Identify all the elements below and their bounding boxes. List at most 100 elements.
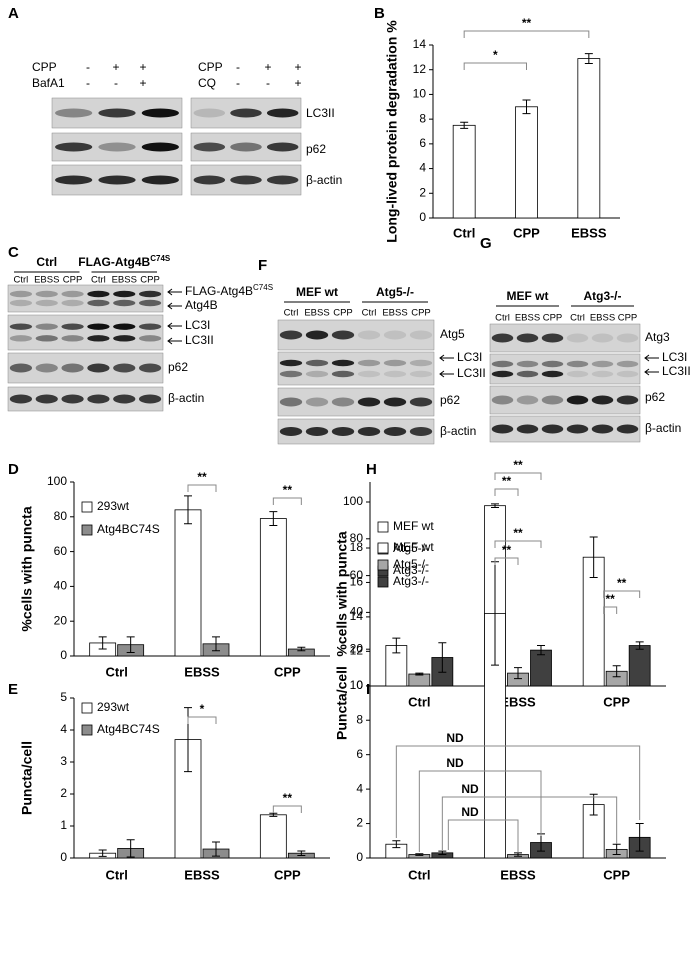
error-bar [269,511,278,526]
bracket [187,716,217,724]
blot-band [383,370,407,378]
band-label-text: p62 [168,360,188,374]
panel-label: F [258,257,267,274]
blot-band [35,335,58,342]
legend-swatch [377,542,389,554]
error-bar [438,850,447,856]
bracket [187,484,217,492]
blot-band [266,142,299,152]
blot-band [138,335,162,342]
blot-band [491,424,514,434]
annotation: ** [283,483,293,497]
blot-band [491,395,514,405]
lane-label: Ctrl [362,308,377,319]
blot-band [266,175,299,185]
blot-band [113,299,136,307]
blot-band [566,333,589,343]
y-axis-label: %cells with puncta [19,506,35,631]
legend-label: Atg4BC74S [97,722,160,736]
blot-band [61,394,84,404]
blot-band [279,370,303,378]
blot-band [409,427,433,436]
y-axis-label: %cells with puncta [334,531,350,656]
blot-band [516,370,539,378]
y-tick-label: 0 [60,850,67,864]
arrow [439,370,454,378]
blot-band [357,359,381,367]
annotation: ND [446,756,464,770]
blot-band [591,370,614,378]
group-header: MEF wt [507,289,549,303]
error-bar [589,536,598,578]
blot-band [516,333,539,343]
blot-band [9,290,33,298]
y-tick-label: 80 [350,531,364,545]
blot-band [591,395,614,405]
legend-label: Atg3-/- [393,563,429,577]
blot-band [331,397,355,407]
error-bar [297,646,306,652]
treatment-mark: - [266,76,270,90]
bar [452,124,476,219]
blot-band [9,335,33,342]
x-tick-label: EBSS [184,867,220,882]
group-header-sup: C74S [150,254,171,263]
blot-band [230,108,262,118]
y-tick-label: 14 [350,609,364,623]
legend-label: 293wt [97,700,130,714]
bar [408,673,431,687]
error-bar [392,637,401,654]
treatment-name: CPP [32,60,57,74]
treatment-mark: + [294,60,301,74]
bar [259,814,287,859]
blot-band [409,359,433,367]
y-tick-label: 2 [356,816,363,830]
lane-label: Ctrl [14,275,29,286]
y-tick-label: 10 [350,678,364,692]
x-tick-label: Ctrl [408,867,430,882]
treatment-mark: - [86,60,90,74]
blot-band [491,360,514,368]
blot-band [566,370,589,378]
arrow [644,368,659,376]
arrow [167,337,182,345]
group-header: FLAG-Atg4BC74S [78,254,171,270]
blot-band [541,333,564,343]
blot-band [357,397,381,407]
lane-label: Ctrl [570,313,585,324]
blot-band [138,394,162,404]
band-label-text: LC3I [662,350,687,364]
bracket [494,540,542,548]
blot-band [61,363,84,373]
treatment-mark: + [139,76,146,90]
lane-label: EBSS [382,308,407,319]
group-header-text: MEF wt [296,285,338,299]
bracket [463,62,527,70]
blot-band [566,395,589,405]
x-tick-label: CPP [513,225,540,240]
group-header: MEF wt [296,285,338,299]
band-label: Atg3 [645,330,670,344]
blot-band [113,363,136,373]
error-bar [635,641,644,650]
arrow [167,322,182,330]
blot-band [9,299,33,307]
y-tick-label: 20 [54,613,68,627]
blot-band [616,370,639,378]
legend-label: Atg4BC74S [97,522,160,536]
blot-band [61,299,84,307]
blot-strip [7,386,164,412]
lane-label: EBSS [515,313,540,324]
blot-band [409,397,433,407]
y-tick-label: 14 [413,37,427,51]
blot-strip [7,314,164,351]
legend-swatch [81,524,93,536]
annotation: ** [513,458,523,472]
blot-band [55,142,93,152]
error-bar [612,665,621,678]
blot-band [193,108,226,118]
y-tick-label: 12 [413,62,427,76]
error-bar [392,840,401,849]
blot-band [279,359,303,367]
legend-swatch [377,576,389,588]
